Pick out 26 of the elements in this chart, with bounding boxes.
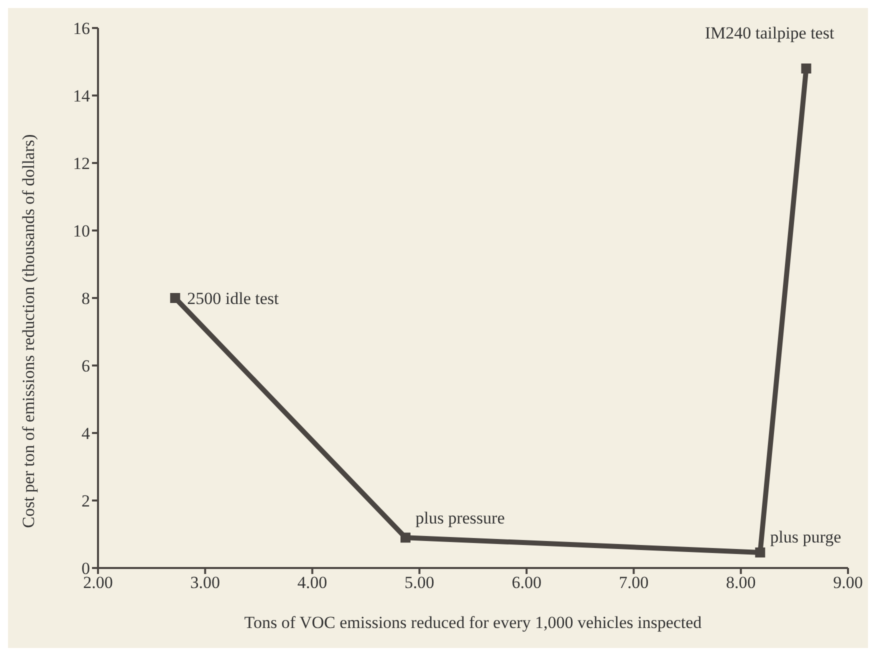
annotation: 2500 idle test: [187, 289, 280, 308]
x-tick-label: 5.00: [404, 573, 434, 592]
point: [170, 293, 180, 303]
x-axis-title: Tons of VOC emissions reduced for every 1,000 vehicles inspected: [244, 613, 702, 632]
y-tick-label: 6: [82, 356, 90, 376]
y-tick-label: 16: [73, 19, 90, 38]
x-tick-label: 9.00: [833, 573, 863, 592]
x-tick-label: 8.00: [726, 573, 756, 592]
y-tick-label: 2: [82, 492, 90, 511]
y-tick-label: 10: [73, 222, 90, 241]
x-tick-label: 2.00: [83, 573, 113, 592]
annotation: plus purge: [770, 527, 842, 546]
x-tick-label: 6.00: [512, 573, 542, 592]
y-tick-label: 4: [82, 424, 90, 444]
y-axis-title: Cost per ton of emissions reduction (thousands of dollars): [19, 134, 38, 528]
x-tick-label: 3.00: [190, 573, 220, 592]
point: [801, 64, 812, 74]
annotation: plus pressure: [416, 508, 505, 528]
annotation: IM240 tailpipe test: [704, 24, 834, 42]
y-tick-label: 12: [73, 154, 90, 174]
y-tick-label: 14: [73, 86, 90, 106]
x-tick-label: 7.00: [618, 573, 649, 592]
point: [755, 547, 766, 558]
y-tick-label: 8: [82, 289, 90, 308]
point: [400, 532, 410, 543]
x-tick-label: 4.00: [297, 573, 328, 592]
